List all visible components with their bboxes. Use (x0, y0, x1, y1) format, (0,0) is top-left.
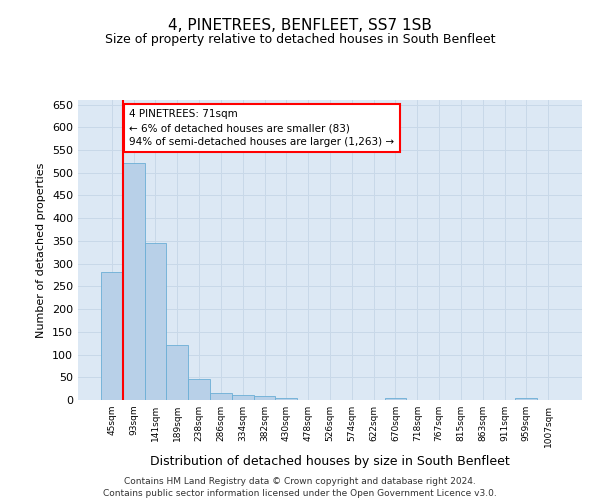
Text: Contains HM Land Registry data © Crown copyright and database right 2024.: Contains HM Land Registry data © Crown c… (124, 478, 476, 486)
Bar (515, 398, 537, 400)
Bar (123, 162, 145, 400)
Text: 4 PINETREES: 71sqm
← 6% of detached houses are smaller (83)
94% of semi-detached: 4 PINETREES: 71sqm ← 6% of detached hous… (129, 109, 394, 147)
Text: Size of property relative to detached houses in South Benfleet: Size of property relative to detached ho… (105, 32, 495, 46)
Bar (275, 398, 297, 400)
Text: 4, PINETREES, BENFLEET, SS7 1SB: 4, PINETREES, BENFLEET, SS7 1SB (168, 18, 432, 32)
Bar (188, 378, 210, 400)
Bar (145, 242, 166, 400)
Bar (254, 396, 275, 400)
Bar (232, 396, 254, 400)
Bar (385, 398, 406, 400)
Y-axis label: Number of detached properties: Number of detached properties (37, 162, 46, 338)
Text: Contains public sector information licensed under the Open Government Licence v3: Contains public sector information licen… (103, 489, 497, 498)
Bar (166, 345, 188, 400)
Bar (210, 392, 232, 400)
X-axis label: Distribution of detached houses by size in South Benfleet: Distribution of detached houses by size … (150, 456, 510, 468)
Bar (101, 272, 123, 400)
